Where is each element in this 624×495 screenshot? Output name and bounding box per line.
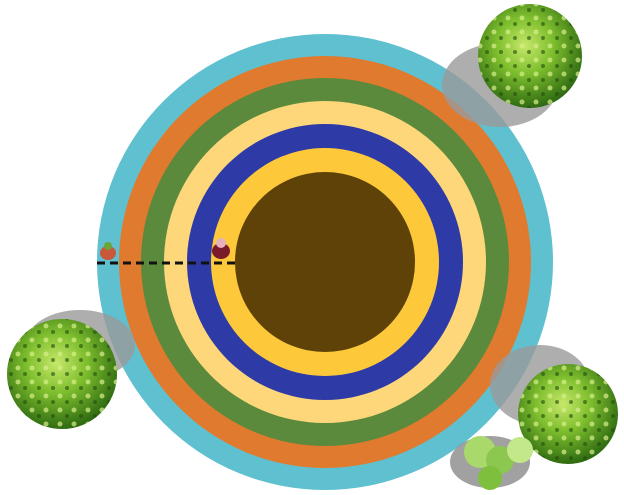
runner-red	[212, 238, 230, 259]
track	[97, 34, 553, 490]
center	[235, 172, 415, 352]
bush-bottom	[450, 436, 533, 490]
runner-green	[100, 242, 116, 260]
tree-left	[7, 310, 135, 429]
tree-top-right	[442, 4, 582, 127]
tree-bottom-right	[490, 345, 618, 464]
